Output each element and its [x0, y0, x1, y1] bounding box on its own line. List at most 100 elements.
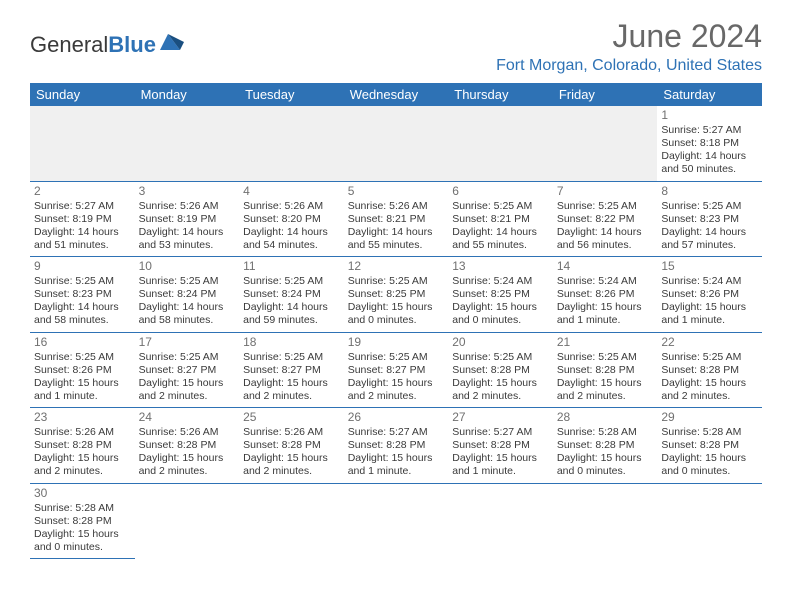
- sunset-text: Sunset: 8:27 PM: [348, 364, 445, 377]
- daylight-text: and 0 minutes.: [557, 465, 654, 478]
- calendar-cell: [344, 106, 449, 181]
- daylight-text: Daylight: 14 hours: [139, 301, 236, 314]
- day-number: 14: [557, 259, 654, 274]
- day-number: 27: [452, 410, 549, 425]
- day-header-row: Sunday Monday Tuesday Wednesday Thursday…: [30, 83, 762, 106]
- daylight-text: and 55 minutes.: [452, 239, 549, 252]
- sunset-text: Sunset: 8:28 PM: [661, 439, 758, 452]
- daylight-text: Daylight: 14 hours: [557, 226, 654, 239]
- daylight-text: and 2 minutes.: [661, 390, 758, 403]
- calendar-week-row: 2Sunrise: 5:27 AMSunset: 8:19 PMDaylight…: [30, 181, 762, 257]
- day-number: 12: [348, 259, 445, 274]
- calendar-cell: 28Sunrise: 5:28 AMSunset: 8:28 PMDayligh…: [553, 408, 658, 484]
- calendar-cell: 16Sunrise: 5:25 AMSunset: 8:26 PMDayligh…: [30, 332, 135, 408]
- sunrise-text: Sunrise: 5:25 AM: [661, 351, 758, 364]
- day-header-fri: Friday: [553, 83, 658, 106]
- calendar-cell: [239, 483, 344, 559]
- daylight-text: and 53 minutes.: [139, 239, 236, 252]
- daylight-text: and 58 minutes.: [34, 314, 131, 327]
- daylight-text: and 59 minutes.: [243, 314, 340, 327]
- calendar-cell: 13Sunrise: 5:24 AMSunset: 8:25 PMDayligh…: [448, 257, 553, 333]
- daylight-text: Daylight: 14 hours: [34, 301, 131, 314]
- calendar-cell: 11Sunrise: 5:25 AMSunset: 8:24 PMDayligh…: [239, 257, 344, 333]
- sunset-text: Sunset: 8:27 PM: [139, 364, 236, 377]
- daylight-text: and 1 minute.: [557, 314, 654, 327]
- sunrise-text: Sunrise: 5:27 AM: [348, 426, 445, 439]
- sunset-text: Sunset: 8:25 PM: [452, 288, 549, 301]
- daylight-text: Daylight: 14 hours: [34, 226, 131, 239]
- calendar-cell: 25Sunrise: 5:26 AMSunset: 8:28 PMDayligh…: [239, 408, 344, 484]
- day-number: 6: [452, 184, 549, 199]
- sunset-text: Sunset: 8:28 PM: [452, 364, 549, 377]
- calendar-cell: 12Sunrise: 5:25 AMSunset: 8:25 PMDayligh…: [344, 257, 449, 333]
- sunset-text: Sunset: 8:19 PM: [34, 213, 131, 226]
- day-number: 1: [661, 108, 758, 123]
- calendar-cell: 10Sunrise: 5:25 AMSunset: 8:24 PMDayligh…: [135, 257, 240, 333]
- day-number: 24: [139, 410, 236, 425]
- sunrise-text: Sunrise: 5:27 AM: [661, 124, 758, 137]
- calendar-cell: 5Sunrise: 5:26 AMSunset: 8:21 PMDaylight…: [344, 181, 449, 257]
- day-number: 23: [34, 410, 131, 425]
- sunset-text: Sunset: 8:26 PM: [557, 288, 654, 301]
- sunset-text: Sunset: 8:28 PM: [34, 515, 131, 528]
- daylight-text: Daylight: 15 hours: [348, 452, 445, 465]
- sunrise-text: Sunrise: 5:27 AM: [452, 426, 549, 439]
- sunrise-text: Sunrise: 5:25 AM: [452, 351, 549, 364]
- calendar-cell: [135, 106, 240, 181]
- daylight-text: Daylight: 15 hours: [348, 377, 445, 390]
- calendar-cell: 7Sunrise: 5:25 AMSunset: 8:22 PMDaylight…: [553, 181, 658, 257]
- daylight-text: Daylight: 14 hours: [139, 226, 236, 239]
- daylight-text: and 2 minutes.: [243, 465, 340, 478]
- day-number: 21: [557, 335, 654, 350]
- daylight-text: Daylight: 14 hours: [243, 226, 340, 239]
- sunrise-text: Sunrise: 5:26 AM: [139, 200, 236, 213]
- calendar-cell: [239, 106, 344, 181]
- page-header: GeneralBlue June 2024 Fort Morgan, Color…: [30, 18, 762, 75]
- daylight-text: and 56 minutes.: [557, 239, 654, 252]
- sunrise-text: Sunrise: 5:25 AM: [557, 351, 654, 364]
- calendar-cell: 18Sunrise: 5:25 AMSunset: 8:27 PMDayligh…: [239, 332, 344, 408]
- calendar-week-row: 1Sunrise: 5:27 AMSunset: 8:18 PMDaylight…: [30, 106, 762, 181]
- daylight-text: Daylight: 15 hours: [34, 528, 131, 541]
- daylight-text: and 0 minutes.: [348, 314, 445, 327]
- calendar-page: GeneralBlue June 2024 Fort Morgan, Color…: [0, 0, 792, 577]
- sunrise-text: Sunrise: 5:24 AM: [452, 275, 549, 288]
- sunrise-text: Sunrise: 5:25 AM: [452, 200, 549, 213]
- day-number: 5: [348, 184, 445, 199]
- sunset-text: Sunset: 8:28 PM: [34, 439, 131, 452]
- daylight-text: and 58 minutes.: [139, 314, 236, 327]
- sunset-text: Sunset: 8:28 PM: [452, 439, 549, 452]
- calendar-body: 1Sunrise: 5:27 AMSunset: 8:18 PMDaylight…: [30, 106, 762, 559]
- daylight-text: and 1 minute.: [661, 314, 758, 327]
- daylight-text: and 57 minutes.: [661, 239, 758, 252]
- day-number: 4: [243, 184, 340, 199]
- daylight-text: and 2 minutes.: [452, 390, 549, 403]
- sunset-text: Sunset: 8:19 PM: [139, 213, 236, 226]
- sunrise-text: Sunrise: 5:26 AM: [34, 426, 131, 439]
- sunrise-text: Sunrise: 5:28 AM: [34, 502, 131, 515]
- daylight-text: and 2 minutes.: [139, 465, 236, 478]
- calendar-cell: 23Sunrise: 5:26 AMSunset: 8:28 PMDayligh…: [30, 408, 135, 484]
- sunrise-text: Sunrise: 5:27 AM: [34, 200, 131, 213]
- daylight-text: Daylight: 15 hours: [139, 452, 236, 465]
- sunrise-text: Sunrise: 5:24 AM: [557, 275, 654, 288]
- daylight-text: Daylight: 15 hours: [661, 452, 758, 465]
- daylight-text: Daylight: 15 hours: [557, 452, 654, 465]
- day-number: 22: [661, 335, 758, 350]
- sunrise-text: Sunrise: 5:25 AM: [243, 275, 340, 288]
- sunset-text: Sunset: 8:24 PM: [243, 288, 340, 301]
- sunrise-text: Sunrise: 5:26 AM: [243, 426, 340, 439]
- sunrise-text: Sunrise: 5:26 AM: [243, 200, 340, 213]
- sunrise-text: Sunrise: 5:25 AM: [139, 351, 236, 364]
- sunrise-text: Sunrise: 5:25 AM: [34, 351, 131, 364]
- day-number: 3: [139, 184, 236, 199]
- daylight-text: and 51 minutes.: [34, 239, 131, 252]
- daylight-text: and 2 minutes.: [557, 390, 654, 403]
- calendar-cell: 27Sunrise: 5:27 AMSunset: 8:28 PMDayligh…: [448, 408, 553, 484]
- sunset-text: Sunset: 8:25 PM: [348, 288, 445, 301]
- calendar-cell: [344, 483, 449, 559]
- logo-text-2: Blue: [108, 32, 156, 58]
- calendar-cell: 17Sunrise: 5:25 AMSunset: 8:27 PMDayligh…: [135, 332, 240, 408]
- daylight-text: Daylight: 15 hours: [139, 377, 236, 390]
- daylight-text: Daylight: 15 hours: [243, 377, 340, 390]
